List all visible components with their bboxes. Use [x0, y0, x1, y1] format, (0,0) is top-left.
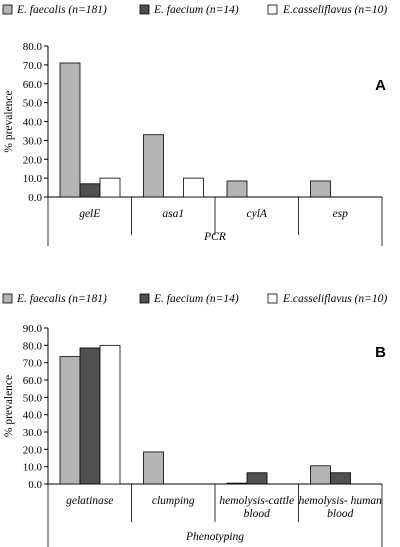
panel-b-ytick-label-4: 40.0 — [23, 410, 43, 422]
panel-b-legend-swatch-1 — [139, 293, 150, 304]
panel-b-category-label-3: hemolysis- human blood — [299, 495, 383, 520]
panel-b-bar-1-0 — [143, 451, 164, 485]
panel-a-ylabel: % prevalence — [3, 90, 15, 152]
panel-b-category-label-2: hemolysis-cattle blood — [219, 495, 294, 520]
panel-a-ytick-label-2: 20.0 — [23, 154, 43, 166]
panel-b-bar-0-0 — [59, 356, 81, 485]
panel-b-ytick-label-8: 80.0 — [23, 340, 43, 352]
panel-b-ytick-label-2: 20.0 — [23, 444, 43, 456]
panel-b-bar-0-1 — [79, 347, 101, 485]
panel-a-bar-0-0 — [59, 62, 81, 198]
panel-b-bar-2-1 — [246, 472, 268, 485]
panel-a-ytick-label-4: 40.0 — [23, 117, 43, 129]
panel-b-legend-label-2: E.casseliflavus (n=10) — [282, 293, 387, 305]
panel-b-legend-label-0: E. faecalis (n=181) — [16, 293, 107, 305]
panel-b-ytick-label-6: 60.0 — [23, 375, 43, 387]
panel-a-legend-swatch-2 — [267, 4, 278, 15]
panel-a-xlabel: PCR — [203, 231, 226, 243]
panel-a-legend-swatch-0 — [2, 4, 13, 15]
panel-b-category-label-1: clumping — [152, 495, 195, 507]
panel-a-bar-0-1 — [79, 183, 101, 198]
panel-b-bar-0-2 — [99, 344, 121, 485]
panel-b-legend-swatch-0 — [2, 293, 13, 304]
panel-b-ytick-label-3: 30.0 — [23, 427, 43, 439]
panel-b-ytick-label-7: 70.0 — [23, 358, 43, 370]
panel-a-category-label-1: asa1 — [162, 208, 184, 220]
panel-a-letter: A — [375, 77, 386, 94]
panel-a-legend-label-1: E. faecium (n=14) — [153, 4, 239, 16]
panel-b-ytick-label-5: 50.0 — [23, 392, 43, 404]
panel-a-ytick-label-8: 80.0 — [23, 41, 43, 53]
panel-a-ytick-label-0: 0.0 — [28, 192, 42, 204]
panel-b-legend-swatch-2 — [267, 293, 278, 304]
panel-b-category-label-0: gelatinase — [66, 495, 113, 507]
panel-a-category-label-2: cylA — [247, 208, 268, 220]
panel-a-bar-0-2 — [99, 177, 121, 198]
panel-b-xlabel: Phenotyping — [185, 531, 244, 543]
panel-b-ylabel: % prevalence — [3, 375, 15, 437]
panel-a-ytick-label-7: 70.0 — [23, 60, 43, 72]
panel-a-bar-1-0 — [143, 134, 164, 198]
panel-b-bar-3-0 — [310, 465, 331, 485]
panel-a-bar-2-0 — [226, 180, 248, 198]
panel-b-legend-label-1: E. faecium (n=14) — [153, 293, 239, 305]
panel-a-category-label-0: gelE — [79, 208, 100, 220]
panel-a-ytick-label-1: 10.0 — [23, 173, 43, 185]
panel-b-ytick-label-0: 0.0 — [28, 479, 42, 491]
panel-a-ytick-label-6: 60.0 — [23, 79, 43, 91]
panel-a-category-label-3: esp — [333, 208, 349, 220]
panel-a-ytick-label-5: 50.0 — [23, 98, 43, 110]
panel-b-ytick-label-1: 10.0 — [23, 462, 43, 474]
panel-a-bar-1-2 — [183, 177, 204, 198]
panel-a-ytick-label-3: 30.0 — [23, 135, 43, 147]
panel-a-bar-3-0 — [310, 180, 331, 198]
panel-a-legend-label-2: E.casseliflavus (n=10) — [282, 4, 387, 16]
panel-a-legend-label-0: E. faecalis (n=181) — [16, 4, 107, 16]
panel-b-letter: B — [375, 344, 386, 361]
panel-b-ytick-label-9: 90.0 — [23, 323, 43, 335]
panel-a-legend-swatch-1 — [139, 4, 150, 15]
panel-b-bar-3-1 — [330, 472, 351, 485]
panel-b-bar-2-0 — [226, 482, 248, 485]
